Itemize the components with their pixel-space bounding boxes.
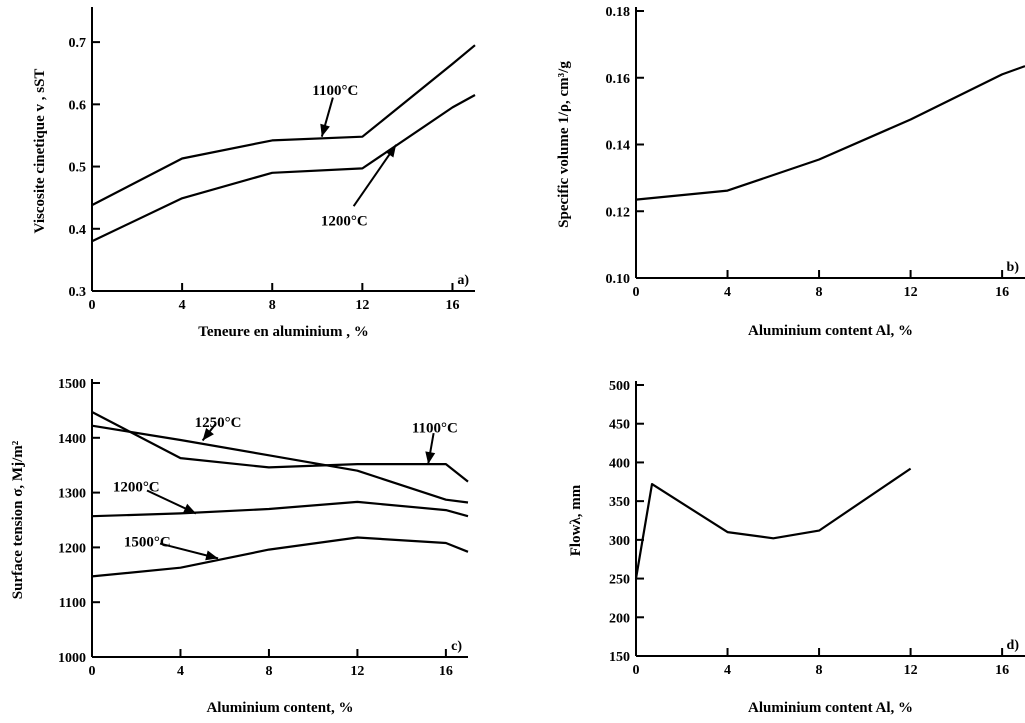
y-tick-label-d: 250 (609, 573, 630, 588)
x-tick-label-d: 4 (724, 663, 731, 678)
x-tick-label-b: 8 (816, 285, 823, 300)
y-tick-label-b: 0.10 (606, 272, 631, 287)
x-tick-label-b: 0 (633, 285, 640, 300)
x-tick-label-c: 8 (265, 664, 272, 679)
panel-c: 0 4 8 12 16 1000 1100 1200 1300 1400 1500 Aluminium… (10, 377, 469, 716)
y-tick-label-d: 500 (609, 379, 630, 394)
y-tick-label-c: 1500 (58, 377, 86, 392)
x-tick-label-b: 4 (724, 285, 731, 300)
panel-b: 0 4 8 12 16 0.10 0.12 0.14 0.16 0.18 Aluminium con… (556, 5, 1025, 339)
annotation-arrowhead-c (425, 451, 436, 465)
series-line-a-1 (91, 94, 476, 243)
panel-d: 0 4 8 12 16 150 200 250 300 350 400 450 500 Aluminium… (568, 379, 1025, 716)
x-tick-label-d: 16 (995, 663, 1009, 678)
annotation-arrowhead-a (320, 123, 330, 137)
y-axis-label-a: Viscosite cinetique v , sST (32, 69, 48, 234)
y-tick-label-a: 0.6 (69, 98, 87, 113)
annotation-arrowhead-c (183, 503, 196, 514)
y-tick-label-b: 0.18 (606, 5, 631, 20)
y-tick-label-a: 0.4 (69, 223, 87, 238)
x-tick-label-c: 12 (350, 664, 364, 679)
series-annotation-c: 1250°C (195, 415, 242, 431)
series-line-a-0 (91, 44, 476, 207)
y-tick-label-c: 1300 (58, 487, 86, 502)
annotation-arrowhead-c (202, 428, 214, 441)
x-tick-label-a: 8 (269, 298, 276, 313)
y-tick-label-c: 1200 (58, 541, 86, 556)
y-tick-label-d: 150 (609, 650, 630, 665)
y-axis-label-c: Surface tension σ, Mj/m² (10, 440, 26, 599)
x-tick-label-c: 0 (89, 664, 96, 679)
x-axis-label-a: Teneure en aluminium , % (198, 324, 368, 340)
y-tick-label-d: 400 (609, 456, 630, 471)
panel-label-b: b) (1007, 260, 1020, 275)
series-annotation-c: 1100°C (412, 420, 458, 436)
x-axis-label-d: Aluminium content Al, % (748, 700, 913, 716)
series-line-c-2 (91, 500, 469, 518)
annotation-arrowhead-a (385, 144, 397, 158)
x-tick-label-d: 8 (816, 663, 823, 678)
y-tick-label-b: 0.14 (606, 139, 631, 154)
y-tick-label-a: 0.7 (69, 36, 87, 51)
y-tick-label-d: 450 (609, 418, 630, 433)
annotation-arrow-a (352, 144, 397, 207)
y-tick-label-a: 0.3 (69, 285, 87, 300)
y-tick-label-a: 0.5 (69, 161, 87, 176)
y-tick-label-d: 300 (609, 534, 630, 549)
x-tick-label-a: 4 (179, 298, 186, 313)
series-line-c-3 (91, 536, 469, 578)
annotation-arrowhead-c (205, 550, 219, 561)
series-annotation-c: 1500°C (124, 534, 171, 550)
x-tick-label-c: 16 (439, 664, 453, 679)
y-tick-label-d: 350 (609, 495, 630, 510)
series-line-d-0 (634, 467, 912, 579)
x-tick-label-d: 0 (633, 663, 640, 678)
series-annotation-a: 1200°C (321, 214, 368, 230)
series-annotation-a: 1100°C (312, 83, 358, 99)
panel-a: 0 4 8 12 16 0.3 0.4 0.5 0.6 0.7 Teneure en alumini… (32, 7, 476, 340)
x-tick-label-b: 16 (995, 285, 1009, 300)
x-tick-label-b: 12 (904, 285, 918, 300)
x-tick-label-a: 0 (89, 298, 96, 313)
y-axis-label-d: Flowλ, mm (568, 484, 584, 556)
x-axis-label-c: Aluminium content, % (206, 700, 353, 716)
y-tick-label-b: 0.16 (606, 72, 631, 87)
x-tick-label-d: 12 (904, 663, 918, 678)
x-axis-label-b: Aluminium content Al, % (748, 323, 913, 339)
x-tick-label-c: 4 (177, 664, 184, 679)
y-tick-label-c: 1000 (58, 651, 86, 666)
y-axis-label-b: Specific volume 1/ρ, cm³/g (556, 61, 572, 228)
series-line-c-0 (91, 411, 469, 483)
series-line-b-0 (635, 65, 1025, 201)
panel-label-d: d) (1007, 638, 1020, 653)
panel-label-c: c) (451, 639, 462, 654)
y-tick-label-c: 1400 (58, 432, 86, 447)
y-tick-label-d: 200 (609, 611, 630, 626)
x-tick-label-a: 16 (445, 298, 459, 313)
y-tick-label-c: 1100 (59, 596, 86, 611)
panel-label-a: a) (457, 273, 469, 288)
x-tick-label-a: 12 (355, 298, 369, 313)
y-tick-label-b: 0.12 (606, 205, 631, 220)
series-line-c-1 (91, 424, 469, 504)
